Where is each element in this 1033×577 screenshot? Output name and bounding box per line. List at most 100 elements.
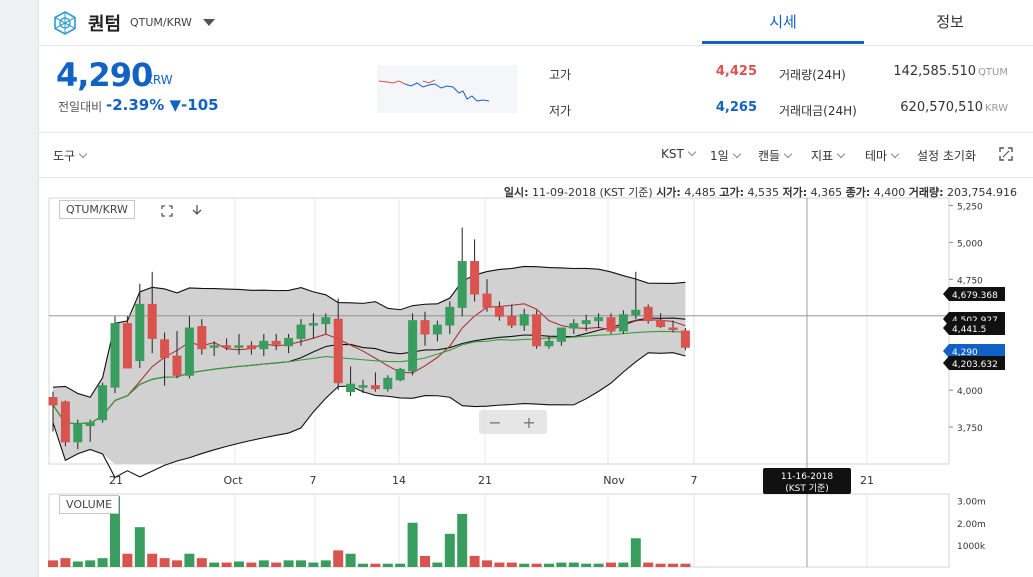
volume-24h-value: 142,585.510 QTUM xyxy=(893,64,1008,79)
candle-body xyxy=(370,385,380,390)
volume-bar xyxy=(469,555,480,567)
candle-body xyxy=(519,314,529,326)
candle-body xyxy=(60,401,70,443)
x-axis-tick-label: 14 xyxy=(392,474,406,487)
candle-body xyxy=(147,303,157,339)
zoom-controls[interactable]: − + xyxy=(479,410,547,434)
candle-body xyxy=(494,306,504,317)
coin-pair: QTUM/KRW xyxy=(130,16,192,29)
fullscreen-icon[interactable] xyxy=(999,147,1013,161)
volume-bar xyxy=(432,562,443,567)
candle-body xyxy=(668,327,678,331)
candle-body xyxy=(209,345,219,348)
volume-bar xyxy=(122,553,133,567)
candle-body xyxy=(110,323,120,388)
arrow-down-icon[interactable] xyxy=(190,203,204,217)
timezone-menu[interactable]: KST xyxy=(661,147,697,161)
volume-bar xyxy=(506,562,517,567)
volume-bar xyxy=(184,553,195,567)
zoom-control-bg xyxy=(479,410,547,434)
volume-bar xyxy=(531,563,542,567)
high-value: 4,425 xyxy=(715,64,757,79)
candle-body xyxy=(594,317,604,322)
ohlc-info-bar: 일시: 11-09-2018 (KST 기준) 시가: 4,485 고가: 4,… xyxy=(503,186,1017,199)
tools-menu[interactable]: 도구 xyxy=(53,147,88,164)
indicator-menu[interactable]: 지표 xyxy=(811,147,846,164)
main-series-label: QTUM/KRW xyxy=(59,200,135,219)
price-marker-box xyxy=(943,287,1005,301)
candle-body xyxy=(358,385,368,388)
x-axis-tick-label: Nov xyxy=(603,474,625,487)
amount-24h-value: 620,570,510 KRW xyxy=(900,100,1008,115)
volume-bar xyxy=(643,562,654,567)
price-chart[interactable]: 5,2505,0004,7504,5004,2504,0003,7503.00m… xyxy=(39,0,1033,577)
volume-bar xyxy=(370,563,381,567)
low-value: 4,265 xyxy=(715,100,757,115)
volume-bar xyxy=(556,562,567,567)
x-axis-tick-label: 7 xyxy=(310,474,317,487)
moving-average-short-line xyxy=(52,303,686,425)
volume-bar xyxy=(209,562,220,567)
chart-toolbar: 도구 KST 1일 캔들 지표 테마 설정 초기화 xyxy=(39,133,1033,178)
y-axis-tick-label: 5,000 xyxy=(957,239,983,249)
volume-bar xyxy=(519,563,530,567)
volume-24h-label: 거래량(24H) xyxy=(779,68,846,82)
crosshair-date-sublabel: (KST 기준) xyxy=(785,483,829,494)
coin-name: 퀀텀 xyxy=(88,14,122,35)
x-axis-tick-label: 21 xyxy=(860,474,874,487)
y-axis-tick-label: 3,750 xyxy=(957,424,983,434)
volume-bar xyxy=(382,563,393,567)
candle-body xyxy=(482,293,492,308)
candle-body xyxy=(246,345,256,350)
candle-body xyxy=(432,324,442,335)
price-marker-label: 4,679.368 xyxy=(952,291,998,301)
candle-body xyxy=(271,340,281,345)
x-axis-tick-label: 7 xyxy=(691,474,698,487)
candle-body xyxy=(532,314,542,347)
price-unit: KRW xyxy=(145,73,173,87)
expand-chart-icon[interactable] xyxy=(160,204,174,218)
price-marker-label: 4,441.5 xyxy=(952,325,986,335)
x-axis-tick-label: Oct xyxy=(223,474,243,487)
candle-body xyxy=(581,320,591,325)
volume-series-label: VOLUME xyxy=(59,495,120,514)
candle-body xyxy=(122,323,132,369)
price-marker-box xyxy=(943,321,1005,335)
volume-bar xyxy=(196,558,207,567)
volume-bar xyxy=(668,563,678,567)
volume-bar xyxy=(494,562,505,567)
volume-bar xyxy=(680,563,691,567)
candle-body xyxy=(457,261,467,308)
high-label: 고가 xyxy=(549,68,572,82)
coin-select-chevron-down-icon[interactable] xyxy=(203,19,215,26)
interval-menu[interactable]: 1일 xyxy=(710,147,741,164)
qtum-logo-icon xyxy=(54,11,76,35)
candle-body xyxy=(135,303,145,362)
change-label: 전일대비 xyxy=(58,100,103,114)
crosshair-date-label: 11-16-2018 xyxy=(781,472,834,482)
tab-market-price[interactable]: 시세 xyxy=(702,0,864,44)
candle-body xyxy=(259,340,269,350)
volume-bar xyxy=(72,561,83,567)
volume-bar xyxy=(568,562,579,567)
candle-body xyxy=(606,317,616,332)
crosshair-date-box xyxy=(763,468,851,494)
volume-bar xyxy=(97,558,108,567)
candle-body xyxy=(618,314,628,332)
volume-bar xyxy=(172,560,182,567)
zoom-in-icon[interactable]: + xyxy=(522,413,535,432)
candle-body xyxy=(184,327,194,376)
candle-body xyxy=(172,355,182,376)
volume-axis-tick-label: 2.00m xyxy=(957,520,986,530)
tab-info[interactable]: 정보 xyxy=(936,13,964,31)
moving-average-long-line xyxy=(52,330,686,425)
theme-menu[interactable]: 테마 xyxy=(865,147,900,164)
change-values: -2.39% ▼-105 xyxy=(106,96,219,114)
zoom-out-icon[interactable]: − xyxy=(488,413,501,432)
reset-settings-button[interactable]: 설정 초기화 xyxy=(917,149,977,163)
candle-menu[interactable]: 캔들 xyxy=(758,147,793,164)
candle-body xyxy=(680,330,690,348)
candle-body xyxy=(197,326,207,350)
candle-body xyxy=(346,383,356,393)
volume-bar xyxy=(60,558,71,567)
